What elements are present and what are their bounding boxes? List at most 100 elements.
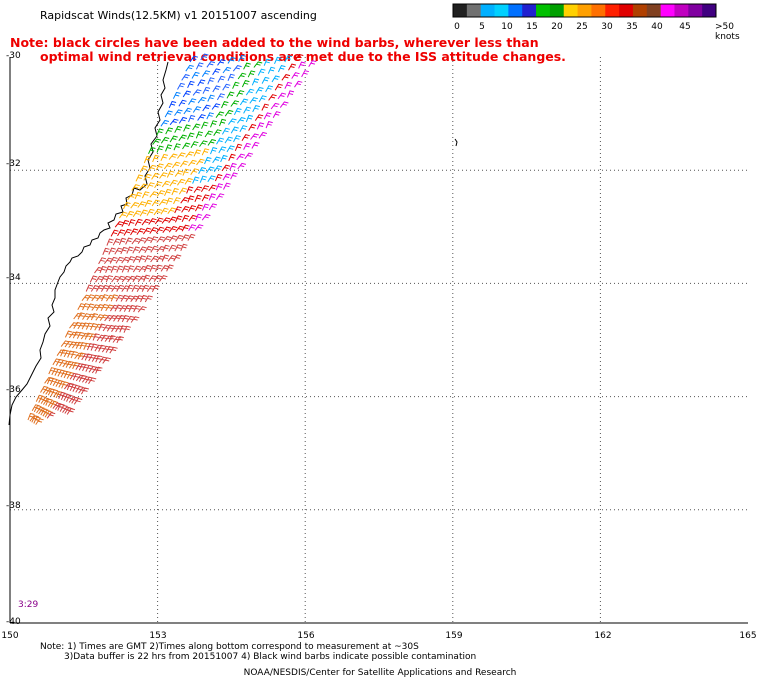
legend-colorbar <box>452 3 717 18</box>
wind-barb <box>144 199 153 208</box>
wind-barb <box>221 127 230 135</box>
wind-barb <box>254 114 264 121</box>
wind-barb <box>187 132 195 140</box>
wind-barb <box>132 246 141 254</box>
wind-barb <box>95 304 105 311</box>
wind-barb <box>204 156 212 165</box>
lon-label: 153 <box>149 631 167 641</box>
wind-barb <box>118 211 128 219</box>
wind-barb <box>181 206 190 213</box>
wind-barb <box>205 166 215 174</box>
wind-barb <box>195 131 204 139</box>
wind-barb <box>180 197 190 204</box>
wind-barb <box>194 194 202 203</box>
footnote-line1: Note: 1) Times are GMT 2)Times along bot… <box>40 642 419 652</box>
wind-barb <box>173 143 181 151</box>
wind-barb <box>206 61 216 68</box>
wind-barb <box>156 128 164 136</box>
wind-barb <box>213 165 223 173</box>
wind-barb <box>85 284 94 292</box>
wind-barb <box>189 55 199 63</box>
wind-barb <box>226 91 235 99</box>
wind-barb <box>159 172 168 179</box>
wind-barb <box>174 206 182 214</box>
wind-barb <box>80 387 90 395</box>
wind-barb <box>108 335 116 343</box>
wind-barb <box>243 142 251 150</box>
wind-barb <box>151 284 160 293</box>
wind-barb <box>201 148 210 156</box>
wind-barb <box>233 135 241 143</box>
attitude-note-line2: optimal wind retrieval conditions are me… <box>40 49 566 64</box>
wind-barb <box>223 182 231 190</box>
wind-barb <box>147 164 157 172</box>
wind-barb <box>236 90 245 97</box>
wind-barb <box>210 147 218 155</box>
wind-barb <box>230 172 238 180</box>
wind-barb <box>174 170 184 177</box>
wind-barb <box>212 85 221 93</box>
wind-barb <box>164 110 173 118</box>
wind-barb <box>158 199 168 206</box>
wind-barb <box>208 193 216 201</box>
wind-barb <box>144 295 153 303</box>
wind-barb <box>155 226 165 234</box>
legend-swatch <box>591 4 606 17</box>
wind-barb <box>64 330 73 338</box>
wind-barb <box>143 274 151 282</box>
wind-barb <box>181 74 190 81</box>
wind-barb <box>197 96 207 104</box>
wind-barb <box>194 204 203 212</box>
legend-label: 25 <box>576 22 588 32</box>
lat-label: -30 <box>6 51 21 61</box>
wind-barb <box>219 118 227 127</box>
wind-barb <box>188 214 197 222</box>
wind-barb <box>152 154 160 163</box>
wind-barb <box>221 101 229 109</box>
wind-barb <box>143 264 152 273</box>
wind-barb <box>228 153 236 162</box>
wind-barb <box>277 65 286 73</box>
wind-barb <box>241 80 250 88</box>
wind-barb <box>249 97 258 104</box>
wind-barb <box>121 275 131 283</box>
wind-barb <box>168 100 177 109</box>
wind-barb <box>195 62 204 70</box>
wind-barb <box>227 73 235 81</box>
australia-coastline <box>8 61 169 426</box>
wind-barb <box>207 139 217 146</box>
wind-barb <box>169 135 178 143</box>
wind-barb <box>160 119 170 127</box>
wind-barb <box>183 124 191 132</box>
wind-barb <box>148 275 157 282</box>
wind-barb <box>136 285 145 292</box>
wind-barb <box>181 224 190 232</box>
wind-barb <box>204 130 214 138</box>
legend-swatch <box>466 4 482 17</box>
wind-barb <box>176 152 186 159</box>
wind-barb <box>183 107 192 115</box>
lat-label: -40 <box>6 617 21 627</box>
wind-barb <box>144 255 152 263</box>
wind-barb <box>135 174 144 182</box>
wind-barb <box>261 103 270 111</box>
wind-barb <box>131 284 140 292</box>
wind-barb <box>182 90 192 98</box>
wind-barb <box>172 91 181 99</box>
wind-barb <box>184 177 193 185</box>
wind-barb <box>94 266 103 274</box>
wind-barb <box>182 142 191 150</box>
wind-barb <box>116 284 125 292</box>
wind-barb <box>137 306 147 313</box>
wind-barb <box>177 82 185 90</box>
wind-barb <box>165 127 174 135</box>
credit-line: NOAA/NESDIS/Center for Satellite Applica… <box>243 668 517 678</box>
wind-barb <box>193 186 203 193</box>
wind-barb <box>155 163 164 171</box>
wind-barb <box>40 408 49 416</box>
wind-barb <box>85 322 94 330</box>
wind-barb <box>281 74 291 81</box>
wind-barb <box>99 265 107 274</box>
wind-barb <box>188 159 197 167</box>
wind-barb <box>279 101 289 108</box>
